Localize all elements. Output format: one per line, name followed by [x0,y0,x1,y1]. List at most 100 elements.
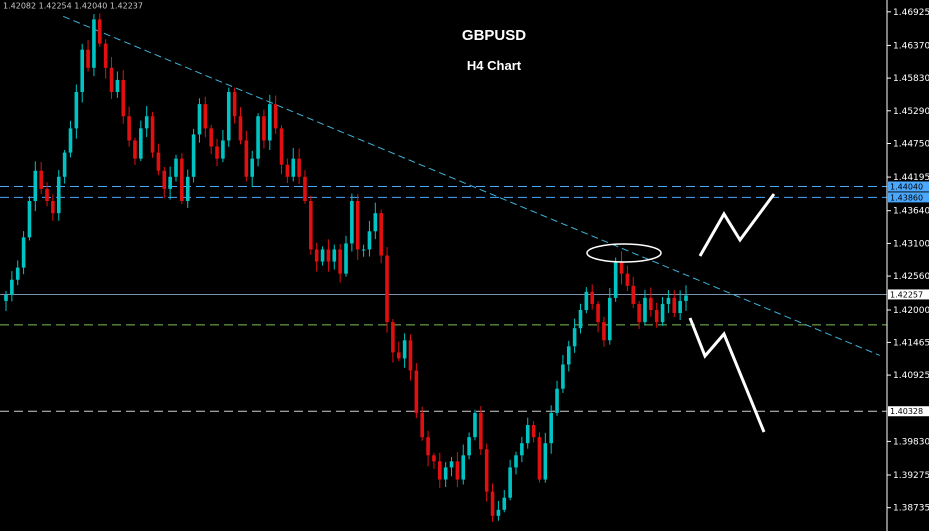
ohlc-readout: 1.42082 1.42254 1.42040 1.42237 [3,2,143,11]
candle-body [361,249,366,251]
level-price-label: 1.44040 [890,182,923,191]
candle-body [420,412,425,438]
candle-body [97,19,102,44]
candle-body [285,164,290,177]
candle-body [221,140,225,159]
tick-label: 1.41465 [893,338,929,348]
projection-drawings [586,193,776,433]
tick-label: 1.44750 [893,139,929,149]
trendline [62,15,880,356]
candle-body [637,303,641,323]
tick-label: 1.43640 [893,207,929,217]
candle-body [21,237,26,268]
candle-body [39,170,43,189]
candle-body [561,364,565,389]
tick-label: 1.39830 [893,437,929,447]
candle-body [74,92,79,129]
candle-body [168,176,172,189]
candle-body [27,201,32,238]
candle-body [455,461,460,480]
candle-body [174,158,178,177]
candle-body [396,352,401,359]
candle-body [514,455,518,468]
candle-body [133,140,137,159]
candle-body [367,231,372,250]
candle-body [273,104,278,129]
candle-body [590,291,595,304]
candle-body [139,128,143,159]
current-price-box [888,289,929,300]
candle-body [191,134,196,177]
level-price-box [888,181,929,192]
candle-body [51,201,55,214]
current-price-label: 1.42257 [890,290,923,299]
candle-body [414,370,419,413]
candle-body [350,201,354,244]
candle-body [496,509,501,516]
candle-body [267,104,272,141]
candle-body [185,176,190,202]
candle-body [432,455,436,462]
candle-body [543,443,548,480]
candle-body [355,201,360,250]
candle-body [109,67,114,93]
level-price-box [888,192,929,203]
candle-body [232,92,237,117]
candle-body [62,152,67,177]
candle-body [566,346,571,365]
candle-body [578,310,583,329]
candle-body [45,188,49,202]
tick-label: 1.43100 [893,239,929,249]
tick-label: 1.44195 [893,173,929,183]
candle-body [631,285,636,304]
down-projection-arrow [688,317,766,433]
candle-body [654,310,659,323]
tick-label: 1.39275 [893,471,929,481]
candle-body [391,322,395,353]
price-axis: 1.46925 1.46370 1.45830 1.45290 1.44750 1.441… [886,0,929,531]
candle-body [209,128,213,147]
candle-body [92,19,96,68]
candle-body [619,261,624,274]
candle-body [596,303,600,323]
trendline-layer [62,15,880,356]
candle-body [56,176,61,214]
candle-body [473,412,477,438]
candle-body [643,297,647,323]
candle-body [226,92,231,141]
candle-body [127,116,131,141]
resistance-zone-label: 1.4385-1.4405 [777,162,868,178]
candle-body [443,467,448,480]
support-label-1.4030: 1.4030 [826,383,869,399]
candle-body [303,176,307,202]
candle-body [80,49,85,93]
candle-body [156,152,161,171]
candle-body [314,249,319,262]
candle-body [479,412,483,450]
tick-label: 1.45290 [893,107,929,117]
tick-label: 1.42560 [893,272,929,282]
candle-body [373,213,378,232]
candle-body [508,467,512,498]
candle-body [344,243,348,274]
candle-body [490,491,495,516]
tick-label: 1.40925 [893,371,929,381]
candle-body [660,303,665,323]
candle-body [408,340,413,371]
candle-body [320,249,325,262]
candle-body [531,425,536,438]
candle-body [607,297,612,341]
candle-body [10,279,14,295]
candle-body [332,249,337,262]
candle-body [402,340,407,359]
candle-body [602,322,606,341]
candle-body [326,249,331,262]
candle-body [537,437,542,480]
candle-body [666,297,671,304]
candle-body [115,79,120,93]
candle-body [86,49,90,68]
candle-body [103,43,108,68]
candle-body [291,158,296,177]
support-label-1.4175: 1.4175 [834,297,877,313]
